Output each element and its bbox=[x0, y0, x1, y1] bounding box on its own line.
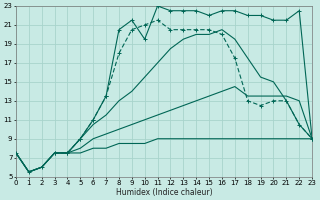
X-axis label: Humidex (Indice chaleur): Humidex (Indice chaleur) bbox=[116, 188, 212, 197]
